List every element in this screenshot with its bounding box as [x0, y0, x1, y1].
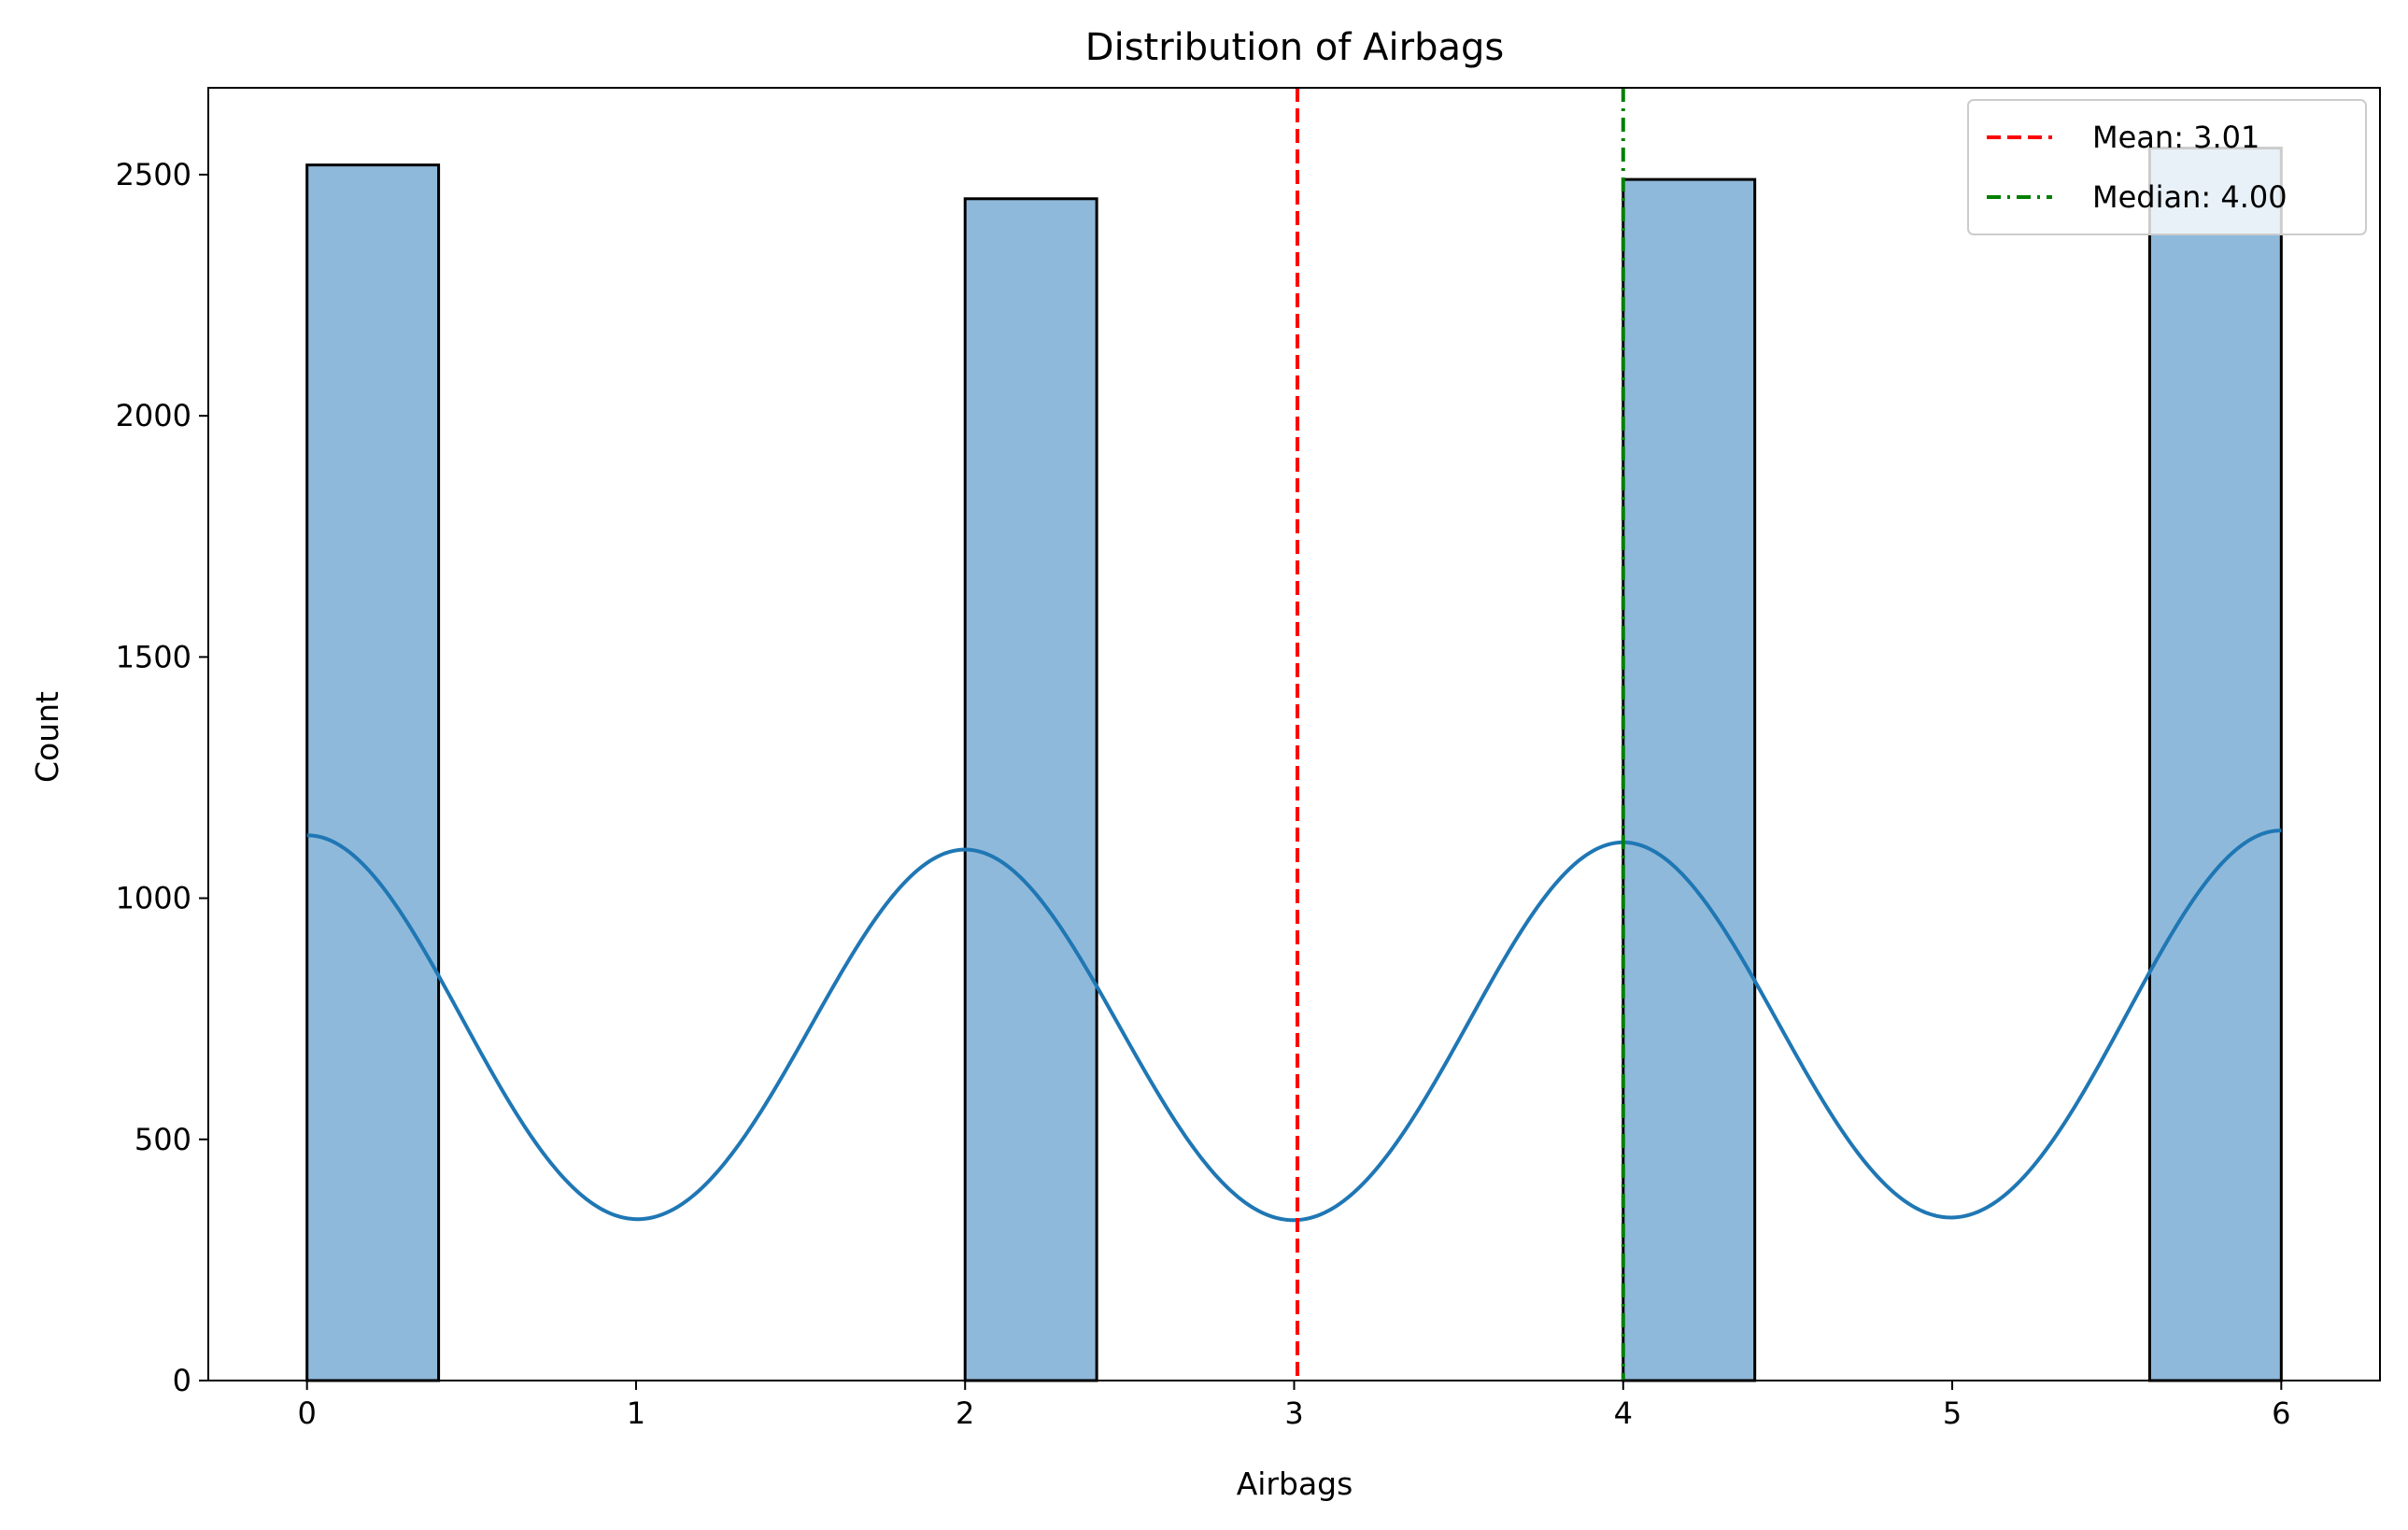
x-axis-label: Airbags: [1237, 1466, 1353, 1502]
histogram-bar-0: [305, 163, 441, 1382]
legend-label-mean: Mean: 3.01: [2092, 120, 2259, 155]
histogram-bar-2: [1622, 177, 1757, 1382]
x-tick-label: 4: [1614, 1395, 1633, 1431]
x-tick-label: 5: [1943, 1395, 1962, 1431]
y-tick-label: 500: [135, 1122, 191, 1157]
chart-title: Distribution of Airbags: [1085, 26, 1504, 69]
histogram-bar-3: [2147, 147, 2283, 1382]
x-tick-label: 6: [2272, 1395, 2290, 1431]
plot-area: [207, 87, 2381, 1382]
y-tick-label: 2500: [116, 157, 191, 192]
legend-label-median: Median: 4.00: [2092, 179, 2288, 215]
x-axis: 0 1 2 3 4 5 6: [298, 1381, 2290, 1431]
x-tick-label: 1: [627, 1395, 645, 1431]
y-axis-label: Count: [29, 691, 65, 783]
histogram-bar-1: [963, 197, 1098, 1382]
legend-box: [1967, 99, 2367, 235]
x-tick-label: 0: [298, 1395, 317, 1431]
y-tick-label: 1500: [116, 639, 191, 674]
y-axis: 0 500 1000 1500 2000 2500: [116, 157, 208, 1398]
x-tick-label: 3: [1284, 1395, 1303, 1431]
y-tick-label: 0: [173, 1363, 191, 1398]
legend: Mean: 3.01 Median: 4.00: [1967, 99, 2367, 235]
y-tick-label: 2000: [116, 398, 191, 433]
kde-curve: [306, 829, 2282, 1223]
y-tick-label: 1000: [116, 881, 191, 916]
x-tick-label: 2: [956, 1395, 974, 1431]
